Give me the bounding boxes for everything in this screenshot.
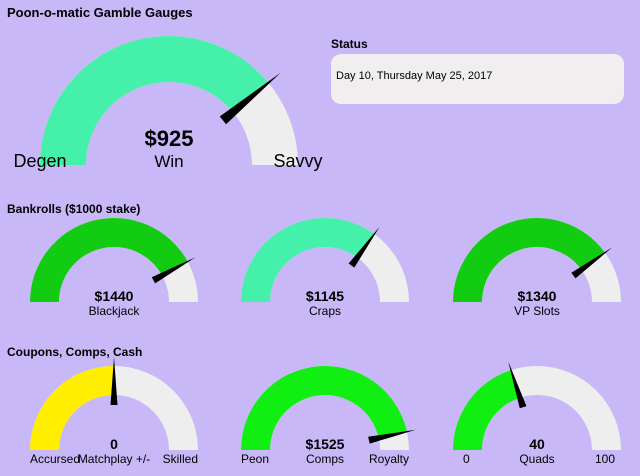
coupons-title: Coupons, Comps, Cash xyxy=(7,345,143,359)
gauge-label: Blackjack xyxy=(88,304,140,318)
gauge-graphic xyxy=(241,366,416,450)
gauge-fill xyxy=(30,218,188,302)
gauge-needle xyxy=(348,226,380,268)
gauge-min-label: Peon xyxy=(241,452,270,466)
gauge-value: $1340 xyxy=(517,288,557,304)
gauge-graphic xyxy=(30,218,198,302)
gauge-graphic xyxy=(30,357,198,450)
gauge-label: VP Slots xyxy=(514,304,560,318)
page-title: Poon-o-matic Gamble Gauges xyxy=(7,5,193,20)
gauge-value: $1145 xyxy=(305,288,345,304)
gauge-max-label: 100 xyxy=(594,452,615,466)
gauge-max-label: Skilled xyxy=(162,452,198,466)
status-title: Status xyxy=(331,37,368,51)
gauge-fill xyxy=(453,218,605,302)
craps-gauge: $1145 Craps xyxy=(241,218,409,318)
gauge-label: Quads xyxy=(519,452,555,466)
gauge-graphic xyxy=(40,36,298,166)
gauge-max-label: Savvy xyxy=(273,151,323,171)
win-gauge: $925 Win Degen Savvy xyxy=(13,22,323,172)
gauge-value: 40 xyxy=(529,436,545,452)
blackjack-gauge: $1440 Blackjack xyxy=(30,218,198,318)
quads-gauge: 40 Quads 0 100 xyxy=(453,361,621,471)
gauge-needle xyxy=(508,361,527,409)
gauge-label: Craps xyxy=(308,304,341,318)
matchplay-gauge: 0 Matchplay +/- Accursed Skilled xyxy=(30,357,198,471)
gauge-max-label: Royalty xyxy=(368,452,409,466)
gauge-graphic xyxy=(453,361,621,450)
bankrolls-title: Bankrolls ($1000 stake) xyxy=(7,202,141,216)
comps-gauge: $1525 Comps Peon Royalty xyxy=(241,366,416,471)
gauge-fill xyxy=(241,366,407,450)
gauge-min-label: Accursed xyxy=(30,452,81,466)
gauge-graphic xyxy=(453,218,621,302)
gauge-fill xyxy=(453,370,521,450)
gauge-label: Comps xyxy=(305,452,344,466)
gauge-value: $925 xyxy=(144,126,194,151)
gauge-needle xyxy=(571,247,613,279)
gauge-graphic xyxy=(241,218,409,302)
vp-slots-gauge: $1340 VP Slots xyxy=(453,218,621,318)
gauge-value: $1525 xyxy=(305,436,345,452)
gauge-fill xyxy=(30,366,114,450)
gauge-fill xyxy=(241,218,375,302)
gauge-needle xyxy=(368,429,416,444)
status-text: Day 10, Thursday May 25, 2017 xyxy=(336,70,493,82)
gauge-needle xyxy=(110,357,118,405)
gauge-label: Win xyxy=(154,152,184,171)
gauge-min-label: 0 xyxy=(463,452,470,466)
gauge-fill xyxy=(40,36,269,166)
gauge-value: 0 xyxy=(110,436,118,452)
gauge-label: Matchplay +/- xyxy=(77,452,151,466)
gauge-needle xyxy=(219,72,281,125)
status-box: Day 10, Thursday May 25, 2017 xyxy=(331,54,624,104)
gauge-min-label: Degen xyxy=(13,151,67,171)
gauge-value: $1440 xyxy=(94,288,134,304)
gauge-needle xyxy=(151,257,196,284)
